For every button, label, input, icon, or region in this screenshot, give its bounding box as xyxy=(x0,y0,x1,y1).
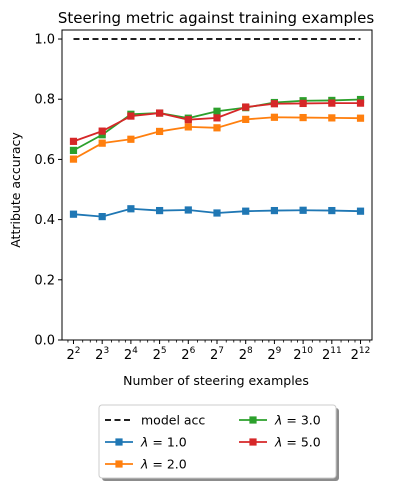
x-tick-label: 211 xyxy=(322,346,342,363)
y-axis-title: Attribute accuracy xyxy=(8,132,23,248)
legend-swatch-marker xyxy=(249,416,257,424)
legend-label: λ = 2.0 xyxy=(140,457,187,472)
y-tick-label: 0.2 xyxy=(34,273,55,288)
data-point xyxy=(98,139,106,147)
legend: model acc λ = 1.0 λ = 2.0 λ = 3.0 λ = 5.0 xyxy=(98,404,339,481)
data-point xyxy=(127,112,135,120)
chart-title: Steering metric against training example… xyxy=(58,9,375,27)
data-point xyxy=(270,100,279,108)
legend-swatch-marker xyxy=(115,460,123,468)
data-point xyxy=(69,146,78,154)
data-point xyxy=(155,127,164,136)
y-tick-label: 0.4 xyxy=(34,213,55,228)
data-point xyxy=(270,113,279,121)
x-tick-label: 25 xyxy=(153,346,167,363)
data-point xyxy=(98,213,106,221)
data-point xyxy=(155,206,164,215)
data-point xyxy=(213,209,221,217)
data-point xyxy=(127,135,135,143)
y-tick-label: 1.0 xyxy=(34,33,55,48)
data-point xyxy=(356,95,365,104)
data-point xyxy=(356,99,365,107)
data-point xyxy=(69,155,78,163)
data-point xyxy=(299,99,307,108)
data-point xyxy=(328,99,336,107)
data-point xyxy=(242,103,250,111)
data-point xyxy=(155,109,164,117)
data-point xyxy=(213,124,221,132)
data-point xyxy=(328,114,336,122)
y-tick-label: 0.0 xyxy=(34,334,55,349)
axes: 0.0 0.2 0.4 0.6 0.8 1.0 22 23 24 25 26 27 28 29 210 211… xyxy=(34,29,373,363)
data-point xyxy=(356,207,365,215)
data-point xyxy=(356,114,365,122)
data-point xyxy=(98,127,106,135)
legend-label: λ = 1.0 xyxy=(140,435,187,450)
data-point xyxy=(98,131,106,139)
data-point xyxy=(299,206,307,214)
x-tick-label: 210 xyxy=(293,346,313,363)
data-point xyxy=(328,206,336,215)
data-point xyxy=(299,113,307,122)
data-point xyxy=(213,107,221,115)
legend-swatch-marker xyxy=(249,438,257,446)
x-tick-label: 212 xyxy=(351,346,371,363)
x-tick-label: 24 xyxy=(124,346,138,363)
data-point xyxy=(242,207,250,215)
x-tick-label: 28 xyxy=(239,346,253,363)
data-point xyxy=(270,206,279,215)
plot-area xyxy=(69,38,365,221)
data-point xyxy=(69,210,78,218)
x-tick-label: 22 xyxy=(66,346,80,363)
x-tick-label: 29 xyxy=(267,346,281,363)
x-tick-label: 23 xyxy=(95,346,109,363)
x-tick-label: 26 xyxy=(181,346,195,363)
data-point xyxy=(213,114,221,122)
data-point xyxy=(184,206,192,214)
data-point xyxy=(242,115,250,123)
legend-label: λ = 3.0 xyxy=(274,413,321,428)
x-tick-label: 27 xyxy=(210,346,224,363)
data-point xyxy=(69,137,78,145)
legend-label: λ = 5.0 xyxy=(274,435,321,450)
data-point xyxy=(127,205,135,213)
data-point xyxy=(184,116,192,124)
y-tick-label: 0.6 xyxy=(34,153,55,168)
x-axis-title: Number of steering examples xyxy=(123,373,309,388)
plot-frame xyxy=(61,29,373,341)
legend-box xyxy=(98,404,337,479)
legend-label: model acc xyxy=(141,413,205,428)
legend-swatch-marker xyxy=(115,438,123,446)
y-tick-label: 0.8 xyxy=(34,93,55,108)
data-point xyxy=(184,123,192,131)
